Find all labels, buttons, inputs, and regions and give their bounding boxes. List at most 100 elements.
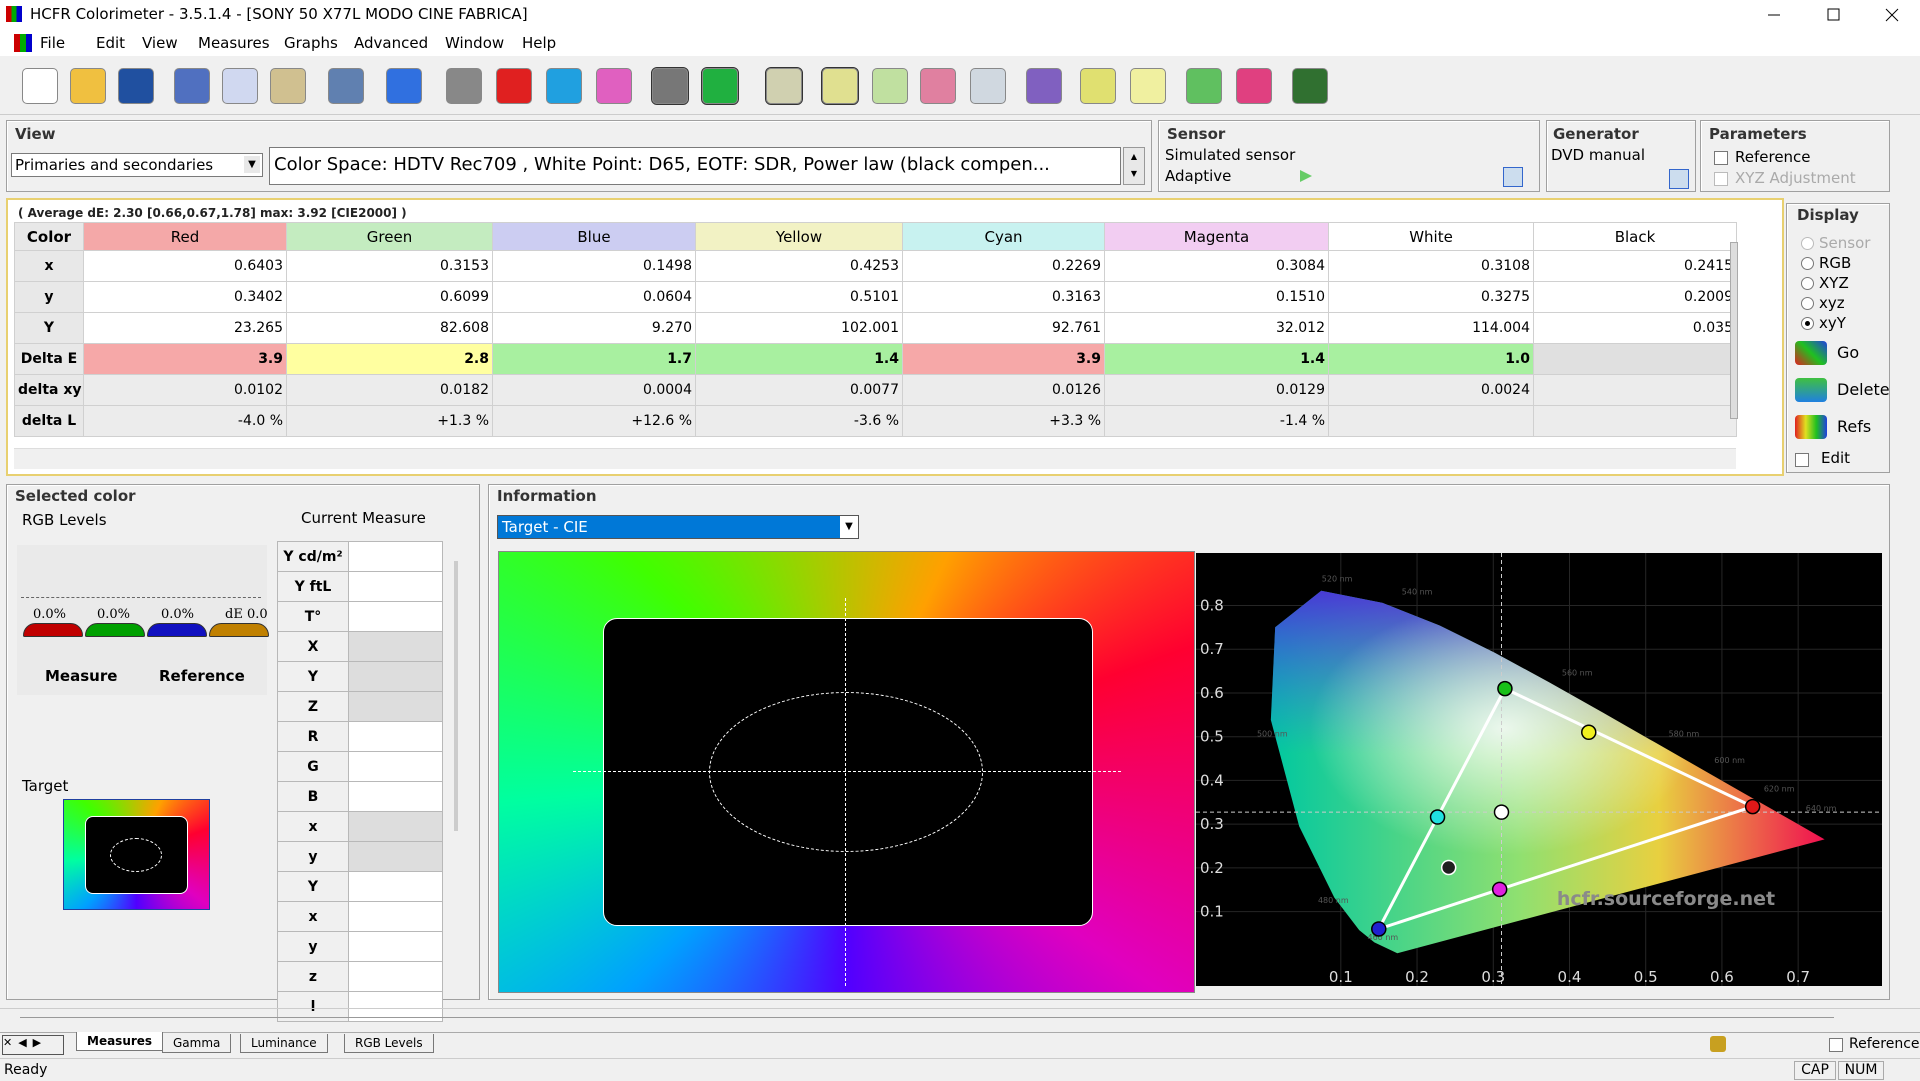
window-controls[interactable] xyxy=(1750,0,1920,30)
data-row: y 0.3402 0.6099 0.0604 0.5101 0.3163 0.1510 0.3… xyxy=(14,281,1737,313)
toolbar-button[interactable] xyxy=(546,68,582,104)
toolbar-button[interactable] xyxy=(1292,68,1328,104)
checkbox[interactable] xyxy=(1714,151,1728,165)
toolbar-button[interactable] xyxy=(118,68,154,104)
target-thumbnail xyxy=(63,799,210,910)
button[interactable]: Delete xyxy=(1791,374,1890,406)
field-label: X xyxy=(277,631,349,662)
level-bar xyxy=(147,623,207,637)
menu-item[interactable]: File xyxy=(40,34,66,52)
field-value xyxy=(348,871,443,902)
radio[interactable] xyxy=(1801,297,1814,310)
description-field: Color Space: HDTV Rec709 , White Point: … xyxy=(269,147,1121,185)
dropdown-arrow[interactable]: ▼ xyxy=(244,156,260,173)
toolbar-button[interactable] xyxy=(596,68,632,104)
radio[interactable] xyxy=(1801,317,1814,330)
toolbar-button[interactable] xyxy=(1236,68,1272,104)
measure-label: Measure xyxy=(45,667,118,685)
tab[interactable]: RGB Levels xyxy=(344,1034,434,1053)
radio-dot xyxy=(1805,321,1810,326)
menu-item[interactable]: Graphs xyxy=(284,34,338,52)
toolbar-button[interactable] xyxy=(446,68,482,104)
menu-item[interactable]: Help xyxy=(522,34,557,52)
cell: 0.3084 xyxy=(1104,250,1329,282)
toolbar-button[interactable] xyxy=(765,67,803,105)
data-row: x 0.6403 0.3153 0.1498 0.4253 0.2269 0.3084 0.3… xyxy=(14,250,1737,282)
radio[interactable] xyxy=(1801,257,1814,270)
toolbar-button[interactable] xyxy=(328,68,364,104)
toolbar-button[interactable] xyxy=(821,67,859,105)
tab[interactable]: Luminance xyxy=(240,1034,328,1053)
panel-label: Parameters xyxy=(1709,125,1807,143)
sensor-name: Simulated sensor xyxy=(1165,146,1296,164)
dropdown-text: Primaries and secondaries xyxy=(15,156,214,174)
checkbox[interactable] xyxy=(1795,453,1809,467)
cell xyxy=(1533,374,1737,406)
info-dropdown[interactable]: Target - CIE ▼ xyxy=(497,515,859,539)
tab-nav[interactable]: ✕◀▶ xyxy=(2,1035,64,1055)
v-scrollbar[interactable] xyxy=(1730,242,1738,419)
radio-label: xyY xyxy=(1819,314,1846,332)
toolbar-button[interactable] xyxy=(386,68,422,104)
toolbar-button[interactable] xyxy=(970,68,1006,104)
view-dropdown[interactable]: Primaries and secondaries ▼ xyxy=(11,153,263,177)
radio[interactable] xyxy=(1801,277,1814,290)
button[interactable]: Go xyxy=(1791,337,1885,369)
v-scrollbar[interactable] xyxy=(454,561,458,831)
cell: 0.3108 xyxy=(1328,250,1534,282)
toolbar-button[interactable] xyxy=(270,68,306,104)
level-bar xyxy=(23,623,83,637)
h-scrollbar[interactable] xyxy=(0,1008,1920,1031)
cell: 82.608 xyxy=(286,312,493,344)
field-row: x xyxy=(277,901,443,932)
toolbar-button[interactable] xyxy=(496,68,532,104)
toolbar-button[interactable] xyxy=(1186,68,1222,104)
menu-item[interactable]: Measures xyxy=(198,34,270,52)
menu-item[interactable]: Edit xyxy=(96,34,126,52)
toolbar-button[interactable] xyxy=(222,68,258,104)
toolbar-button[interactable] xyxy=(70,68,106,104)
generator-name: DVD manual xyxy=(1551,146,1646,164)
radio xyxy=(1801,237,1814,250)
reference-label: Reference xyxy=(159,667,245,685)
play-icon[interactable] xyxy=(1299,169,1313,183)
field-label: y xyxy=(277,931,349,962)
field-row: y xyxy=(277,841,443,872)
checkbox[interactable] xyxy=(1829,1038,1843,1052)
toolbar-button[interactable] xyxy=(1130,68,1166,104)
tab[interactable]: Measures xyxy=(76,1032,164,1051)
menu-bar: File Edit View Measures Graphs Advanced Window… xyxy=(0,30,1920,56)
h-scrollbar[interactable] xyxy=(14,448,1736,469)
dropdown-text: Target - CIE xyxy=(502,518,588,536)
toolbar-button[interactable] xyxy=(22,68,58,104)
x-tick-label: 0.6 xyxy=(1710,968,1734,986)
toolbar-button[interactable] xyxy=(872,68,908,104)
panel-label: Display xyxy=(1797,206,1859,224)
sensor-config[interactable] xyxy=(1503,167,1523,187)
cell: 0.2009 xyxy=(1533,281,1737,313)
menu-item[interactable]: Advanced xyxy=(354,34,429,52)
y-tick-label: 0.7 xyxy=(1200,640,1224,658)
spin-button[interactable]: ▲ ▼ xyxy=(1123,147,1145,185)
button[interactable]: Refs xyxy=(1791,411,1885,443)
toolbar-button[interactable] xyxy=(174,68,210,104)
tab[interactable]: Gamma xyxy=(162,1034,232,1053)
field-value xyxy=(348,691,443,722)
cell: 3.9 xyxy=(902,343,1105,375)
toolbar-button[interactable] xyxy=(651,67,689,105)
data-row: delta L -4.0 % +1.3 % +12.6 % -3.6 % +3.3 % -1… xyxy=(14,405,1737,437)
toolbar-button[interactable] xyxy=(1080,68,1116,104)
dropdown-arrow[interactable]: ▼ xyxy=(840,516,858,538)
toolbar-button[interactable] xyxy=(1026,68,1062,104)
toolbar-button[interactable] xyxy=(920,68,956,104)
generator-panel: Generator DVD manual xyxy=(1546,120,1696,192)
cell: 9.270 xyxy=(492,312,696,344)
option-label: Reference xyxy=(1735,148,1811,166)
generator-config[interactable] xyxy=(1669,169,1689,189)
status-indicator: CAP xyxy=(1794,1061,1836,1080)
menu-item[interactable]: Window xyxy=(445,34,505,52)
cell: 0.2269 xyxy=(902,250,1105,282)
menu-item[interactable]: View xyxy=(142,34,178,52)
toolbar-button[interactable] xyxy=(701,67,739,105)
